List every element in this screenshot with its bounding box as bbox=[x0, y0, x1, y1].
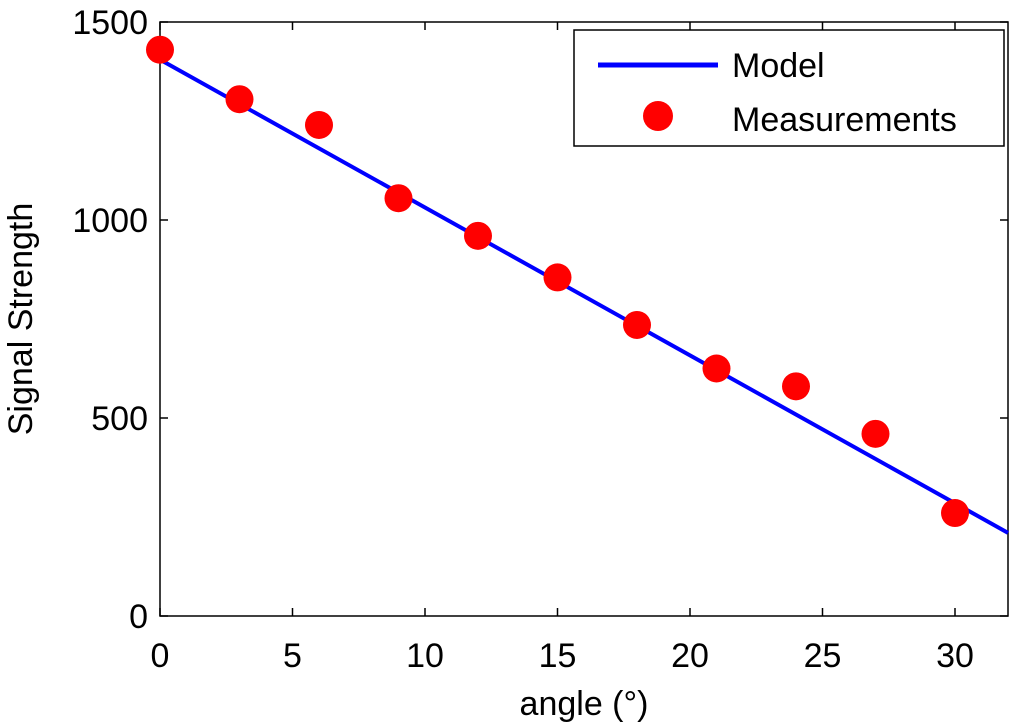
ticks bbox=[159, 21, 1008, 617]
x-axis-title: angle (°) bbox=[520, 685, 649, 723]
measurement-point bbox=[384, 184, 413, 213]
legend-label-measurements: Measurements bbox=[732, 101, 957, 139]
y-tick-label: 1500 bbox=[72, 4, 148, 42]
y-axis-title: Signal Strength bbox=[2, 203, 40, 436]
measurement-point bbox=[623, 310, 651, 339]
legend: Model Measurements bbox=[573, 29, 1005, 147]
x-tick-label: 10 bbox=[406, 637, 444, 675]
y-tick-labels: 0 500 1000 1500 bbox=[72, 4, 148, 636]
x-tick-label: 30 bbox=[936, 637, 974, 675]
x-tick-label: 15 bbox=[539, 637, 577, 675]
x-tick-label: 20 bbox=[671, 637, 709, 675]
y-tick-label: 500 bbox=[91, 400, 148, 438]
model-line bbox=[159, 57, 1009, 535]
measurement-point bbox=[464, 221, 492, 250]
y-tick-label: 1000 bbox=[72, 202, 148, 240]
measurement-point bbox=[941, 499, 969, 528]
x-tick-label: 0 bbox=[151, 637, 170, 675]
measurement-point bbox=[543, 263, 572, 292]
measurement-point bbox=[305, 110, 333, 139]
measurement-point bbox=[146, 35, 174, 64]
x-tick-labels: 0 5 10 15 20 25 30 bbox=[151, 637, 974, 675]
measurement-point bbox=[861, 419, 890, 448]
plot-area-frame bbox=[159, 21, 1009, 617]
measurement-point bbox=[702, 354, 731, 383]
legend-swatch-measurements bbox=[643, 101, 673, 131]
x-tick-label: 5 bbox=[283, 637, 302, 675]
measurement-point bbox=[782, 372, 810, 401]
y-tick-label: 0 bbox=[129, 598, 148, 636]
x-tick-label: 25 bbox=[804, 637, 842, 675]
measurement-point bbox=[225, 85, 254, 114]
series-layer bbox=[146, 35, 1009, 535]
legend-box bbox=[573, 29, 1005, 147]
legend-label-model: Model bbox=[732, 47, 825, 85]
